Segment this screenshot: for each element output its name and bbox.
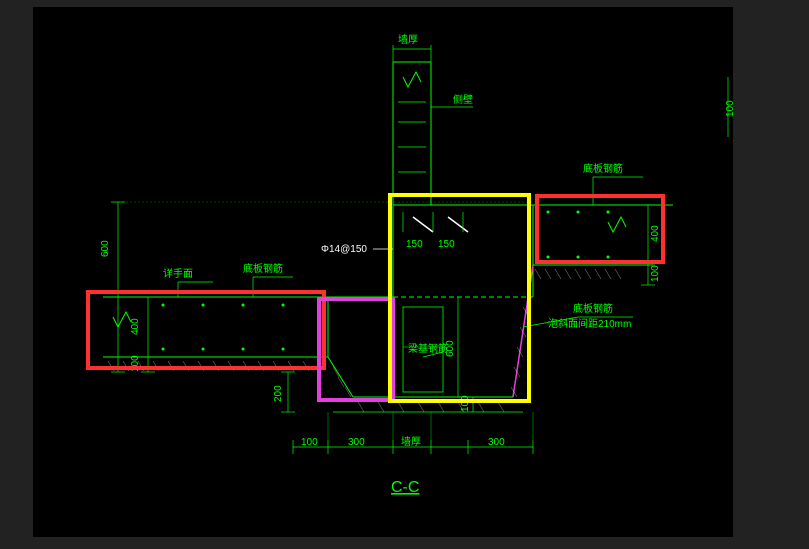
batter-note-label: 泡斜面间距210mm: [548, 317, 631, 330]
top-wall: 墙厚 侧壁: [393, 33, 473, 205]
bottom-wall-label: 墙厚: [401, 435, 421, 448]
dim-200: 200: [273, 385, 284, 402]
annot-box-3: [535, 194, 665, 264]
bottom-dims: 100 300 墙厚 300: [293, 412, 533, 454]
bottom-rebar-label: 底板钢筋: [573, 302, 613, 315]
ground-label: 详手面: [163, 267, 193, 280]
top-wall-label: 墙厚: [398, 33, 418, 46]
upper-right-label: 侧壁: [453, 93, 473, 106]
dim-bot-300b: 300: [488, 437, 505, 448]
section-label: C-C: [391, 479, 419, 496]
dim-right-100: 100: [650, 265, 661, 282]
left-floor-rebar-label: 底板钢筋: [243, 262, 283, 275]
annot-box-2: [388, 193, 531, 403]
drawing-canvas: 墙厚 侧壁 底板钢筋 400 100 100 150 150 Φ14@150 详…: [33, 7, 733, 537]
dim-far-right-100: 100: [725, 100, 733, 117]
dim-left-600: 600: [100, 240, 111, 257]
rebar-spec-label: Φ14@150: [321, 244, 367, 255]
annot-box-0: [86, 290, 326, 370]
dim-bot-300a: 300: [348, 437, 365, 448]
annot-box-1: [317, 297, 395, 402]
section-drawing: 墙厚 侧壁 底板钢筋 400 100 100 150 150 Φ14@150 详…: [33, 7, 733, 537]
right-floor-rebar-label: 底板钢筋: [583, 162, 623, 175]
dim-bot-100: 100: [301, 437, 318, 448]
